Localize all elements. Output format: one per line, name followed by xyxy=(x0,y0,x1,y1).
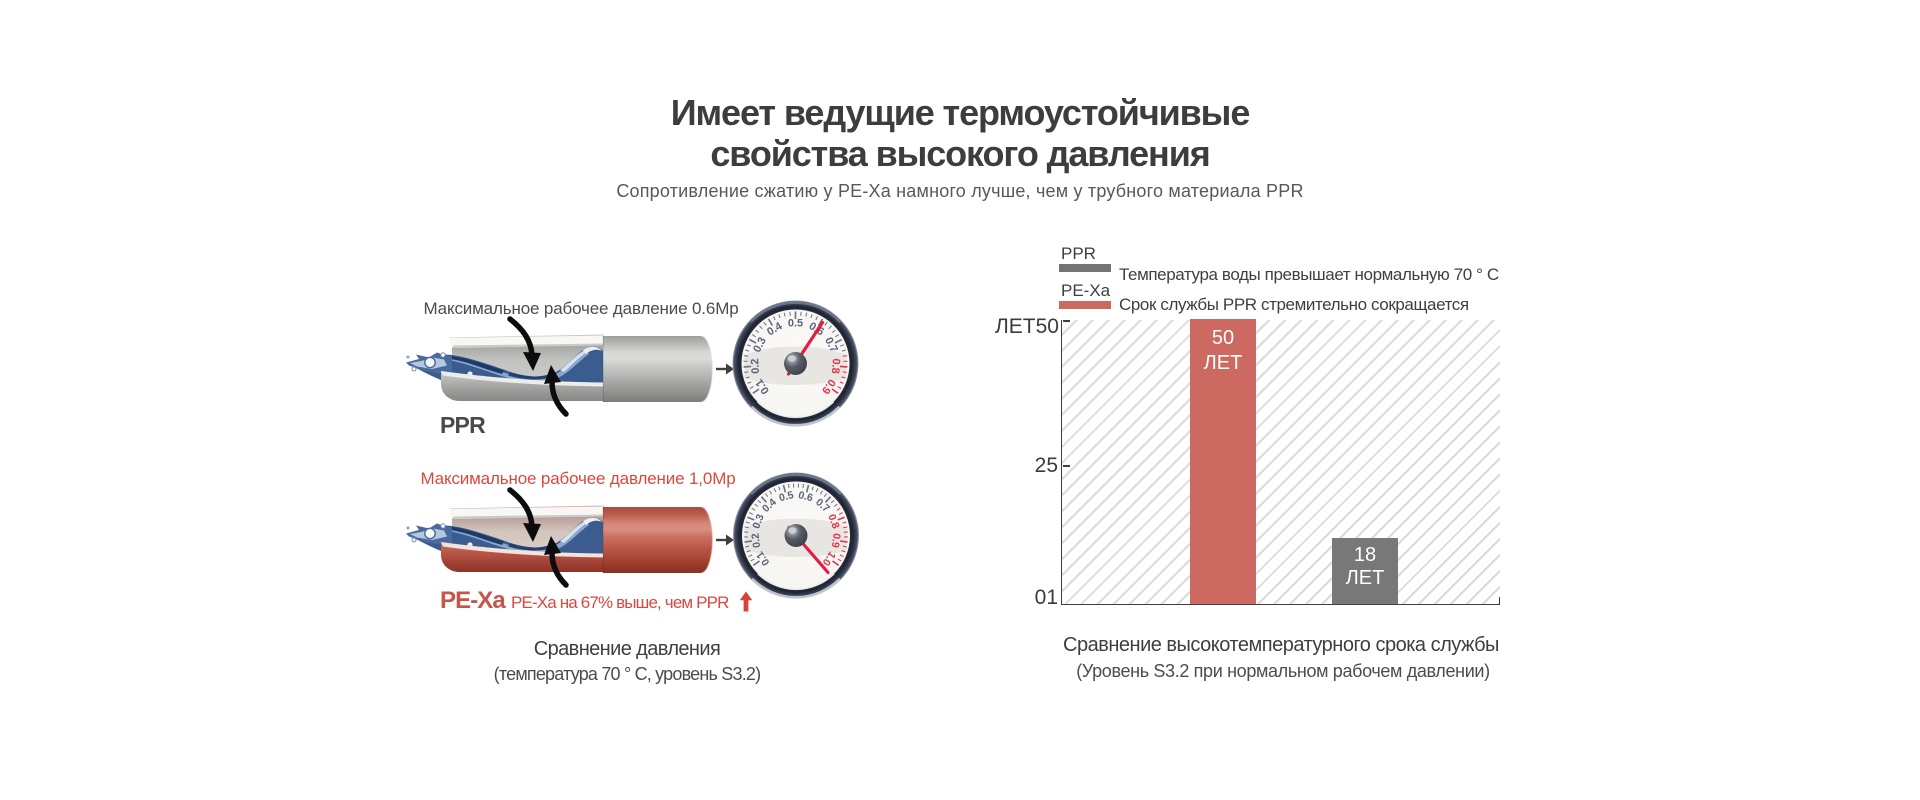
svg-text:0.3: 0.3 xyxy=(750,512,766,530)
svg-text:0.5: 0.5 xyxy=(778,489,795,504)
svg-text:0.5: 0.5 xyxy=(788,318,803,330)
svg-text:0.8: 0.8 xyxy=(825,513,841,531)
svg-text:0.6: 0.6 xyxy=(797,489,814,504)
svg-text:0.2: 0.2 xyxy=(749,358,762,374)
svg-text:0.9: 0.9 xyxy=(829,533,843,549)
svg-text:0.2: 0.2 xyxy=(749,532,763,548)
svg-text:0.8: 0.8 xyxy=(829,358,842,374)
